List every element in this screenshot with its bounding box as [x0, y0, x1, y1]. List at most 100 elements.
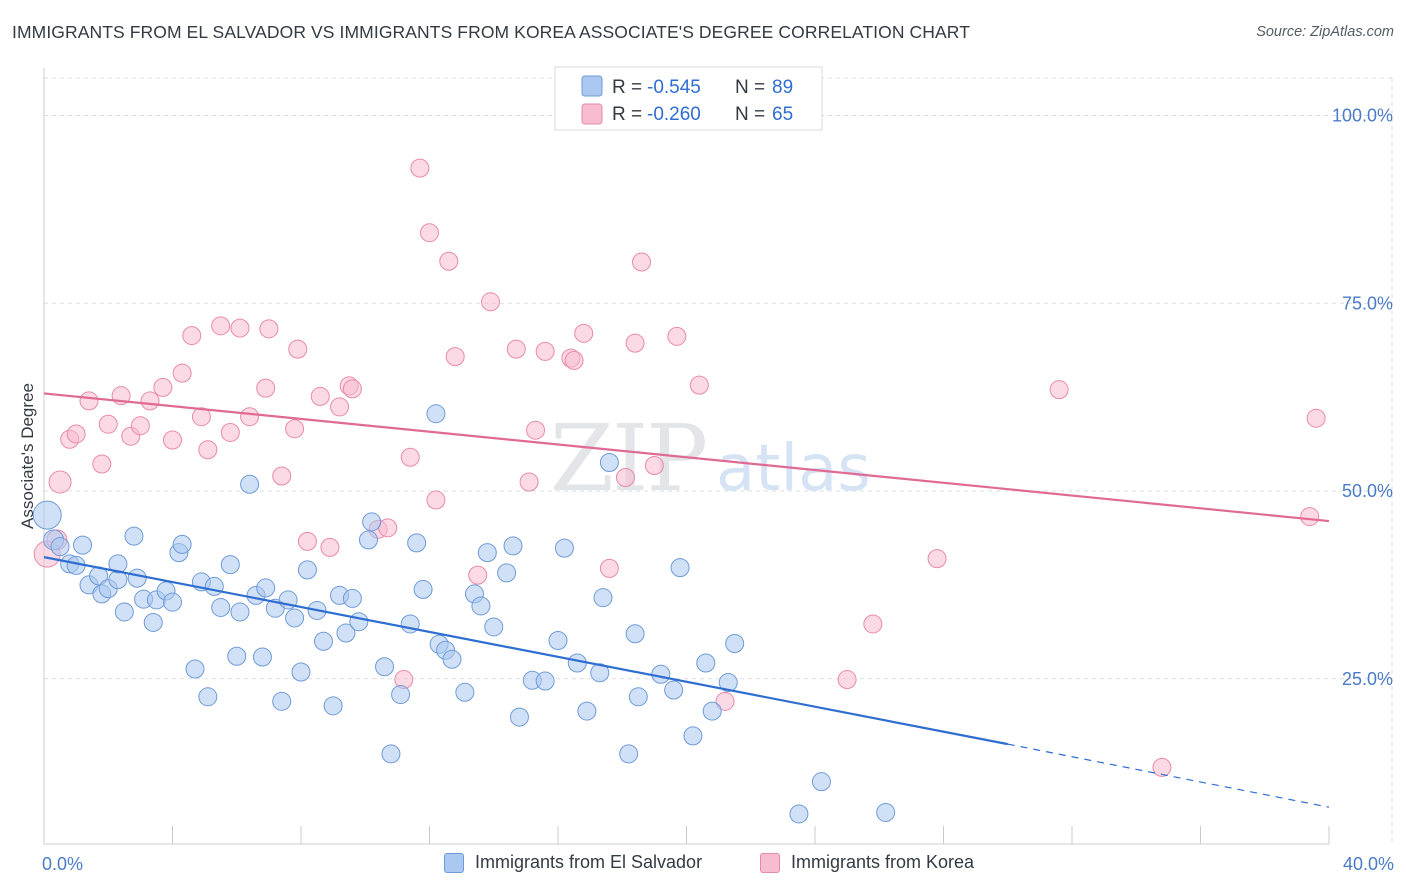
el-salvador-point-81 — [670, 558, 690, 578]
korea-point-4 — [66, 424, 86, 444]
el-salvador-point-72 — [577, 701, 597, 721]
el-salvador-point-76 — [619, 744, 639, 764]
el-salvador-point-14 — [127, 568, 147, 588]
el-salvador-point-74 — [593, 588, 613, 608]
el-salvador-point-64 — [497, 563, 517, 583]
x-tick-label-0: 0.0% — [42, 854, 83, 874]
x-tick-label-1: 40.0% — [1343, 854, 1394, 874]
korea-point-46 — [526, 420, 546, 440]
korea-point-7 — [98, 414, 118, 434]
korea-point-59 — [837, 670, 857, 690]
el-salvador-point-28 — [227, 646, 247, 666]
source-credit: Source: ZipAtlas.com — [1256, 24, 1394, 40]
korea-point-51 — [599, 558, 619, 578]
korea-point-28 — [310, 386, 330, 406]
series-el-salvador-points — [32, 404, 896, 824]
el-salvador-point-62 — [477, 543, 497, 563]
legend-n-value-blue: 89 — [772, 77, 793, 98]
korea-point-34 — [378, 518, 398, 538]
el-salvador-point-39 — [297, 560, 317, 580]
el-salvador-point-87 — [789, 804, 809, 824]
el-salvador-point-73 — [590, 663, 610, 683]
korea-point-41 — [445, 347, 465, 367]
watermark: ZIP atlas — [550, 405, 871, 512]
korea-point-18 — [211, 316, 231, 336]
el-salvador-point-84 — [702, 701, 722, 721]
korea-point-62 — [1049, 380, 1069, 400]
legend-label-el-salvador: Immigrants from El Salvador — [475, 852, 703, 872]
korea-point-43 — [481, 292, 501, 312]
korea-point-17 — [198, 440, 218, 460]
legend-n-value-pink: 65 — [772, 104, 793, 125]
korea-point-25 — [285, 419, 305, 439]
chart-title: IMMIGRANTS FROM EL SALVADOR VS IMMIGRANT… — [12, 22, 971, 42]
korea-point-24 — [272, 466, 292, 486]
el-salvador-point-54 — [413, 579, 433, 599]
el-salvador-point-70 — [554, 538, 574, 558]
el-salvador-point-55 — [426, 404, 446, 424]
korea-point-60 — [863, 614, 883, 634]
watermark-zip: ZIP — [550, 405, 706, 512]
el-salvador-point-44 — [336, 623, 356, 643]
watermark-atlas: atlas — [716, 432, 871, 506]
el-salvador-point-89 — [876, 802, 896, 822]
legend-r-value-blue: -0.545 — [647, 77, 701, 98]
korea-point-20 — [230, 318, 250, 338]
el-salvador-trend-line — [43, 556, 1008, 746]
el-salvador-point-32 — [252, 647, 272, 667]
korea-point-11 — [140, 391, 160, 411]
korea-point-56 — [667, 326, 687, 346]
korea-point-15 — [182, 326, 202, 346]
korea-point-2 — [48, 470, 72, 494]
korea-point-32 — [342, 379, 362, 399]
el-salvador-point-33 — [256, 578, 276, 598]
el-salvador-point-77 — [625, 624, 645, 644]
legend-swatch-blue — [581, 75, 603, 97]
korea-point-63 — [1152, 757, 1172, 777]
el-salvador-point-22 — [185, 659, 205, 679]
legend-item-el-salvador: Immigrants from El Salvador — [444, 852, 702, 873]
el-salvador-point-69 — [548, 630, 568, 650]
el-salvador-point-82 — [683, 726, 703, 746]
el-salvador-point-85 — [718, 673, 738, 693]
el-salvador-point-46 — [349, 612, 369, 632]
korea-point-16 — [191, 407, 211, 427]
korea-point-10 — [130, 416, 150, 436]
korea-point-21 — [240, 407, 260, 427]
korea-point-14 — [172, 363, 192, 383]
korea-point-54 — [632, 252, 652, 272]
el-salvador-point-42 — [323, 696, 343, 716]
stats-legend: R = -0.545 N = 89 R = -0.260 N = 65 — [554, 66, 823, 131]
el-salvador-point-66 — [509, 707, 529, 727]
el-salvador-point-12 — [114, 602, 134, 622]
el-salvador-point-35 — [272, 691, 292, 711]
y-tick-label-3: 25.0% — [1342, 669, 1393, 689]
korea-point-52 — [615, 468, 635, 488]
el-salvador-trend-extension — [1007, 743, 1330, 808]
korea-point-55 — [644, 456, 664, 476]
el-salvador-point-24 — [198, 687, 218, 707]
el-salvador-point-5 — [73, 535, 93, 555]
el-salvador-point-37 — [285, 608, 305, 628]
korea-point-6 — [92, 454, 112, 474]
el-salvador-point-51 — [391, 685, 411, 705]
axes — [43, 68, 1330, 845]
legend-r-label-blue: R = — [612, 77, 647, 98]
el-salvador-point-25 — [204, 576, 224, 596]
korea-point-44 — [506, 339, 526, 359]
trend-lines — [43, 392, 1330, 808]
korea-point-39 — [426, 490, 446, 510]
el-salvador-point-63 — [484, 617, 504, 637]
korea-point-36 — [400, 447, 420, 467]
korea-point-50 — [574, 323, 594, 343]
legend-n-label-pink: N = — [735, 104, 770, 125]
el-salvador-point-26 — [211, 597, 231, 617]
korea-point-26 — [288, 339, 308, 359]
el-salvador-point-38 — [291, 662, 311, 682]
el-salvador-point-29 — [230, 602, 250, 622]
korea-point-65 — [1306, 408, 1326, 428]
korea-point-49 — [564, 350, 584, 370]
legend-n-label-blue: N = — [735, 77, 770, 98]
korea-point-29 — [320, 537, 340, 557]
